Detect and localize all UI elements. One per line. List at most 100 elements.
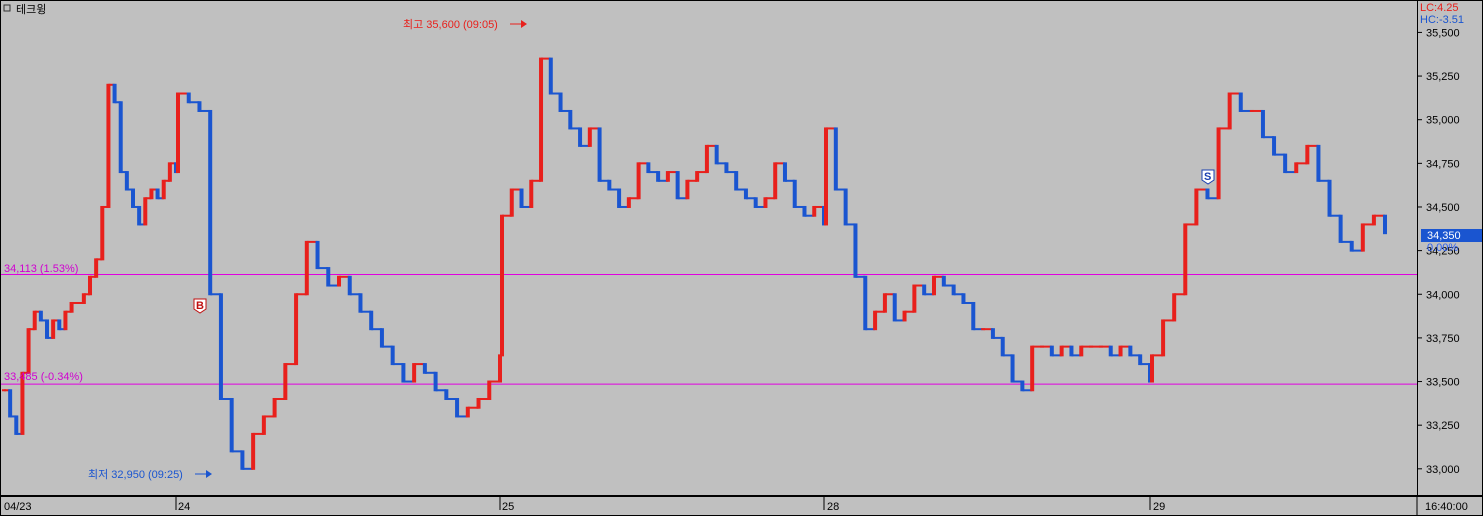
sell-marker-label: S (1204, 171, 1211, 183)
price-mark (548, 57, 553, 95)
price-mark (617, 188, 622, 208)
price-mark (315, 240, 320, 270)
price-mark (1327, 179, 1332, 217)
price-mark (1108, 345, 1113, 357)
price-mark (714, 144, 719, 165)
price-mark (45, 319, 49, 339)
price-mark (176, 92, 180, 174)
price-mark (763, 197, 768, 208)
price-mark (208, 109, 213, 296)
price-mark (812, 205, 817, 217)
price-mark (1338, 214, 1343, 243)
price-mark (1049, 345, 1054, 357)
x-tick-label: 29 (1153, 501, 1165, 513)
price-mark (106, 83, 111, 208)
sell-marker[interactable]: S (1201, 169, 1215, 185)
hc-label: HC:-3.51 (1420, 14, 1464, 26)
price-mark (863, 275, 868, 331)
price-mark (1161, 319, 1166, 357)
x-tick-label: 16:40:00 (1425, 501, 1468, 513)
price-mark (824, 127, 828, 226)
price-mark (990, 328, 995, 339)
buy-marker-label: B (196, 300, 204, 312)
price-mark (1272, 136, 1277, 156)
price-mark (112, 83, 117, 104)
price-mark (88, 275, 92, 296)
price-mark (390, 345, 395, 366)
price-mark (568, 109, 573, 130)
price-mark (38, 310, 43, 322)
price-mark (143, 197, 148, 226)
price-mark (509, 188, 514, 217)
y-tick-label: 33,000 (1426, 464, 1460, 476)
price-mark (14, 415, 19, 435)
price-mark (1260, 109, 1265, 139)
price-mark (1128, 345, 1133, 357)
price-mark (626, 197, 631, 208)
y-tick-label: 35,500 (1426, 27, 1460, 39)
price-mark (802, 205, 807, 217)
price-mark (971, 301, 976, 331)
price-mark (401, 363, 406, 383)
price-mark (902, 310, 907, 322)
plot-area (1, 1, 1417, 495)
y-tick-label: 33,500 (1426, 377, 1460, 389)
price-mark (326, 267, 331, 287)
y-tick-label: 35,250 (1426, 71, 1460, 83)
price-mark (283, 363, 288, 400)
price-mark (100, 205, 105, 261)
y-axis: 33,000 33,250 33,500 33,750 34,000 34,250 34,5… (1417, 27, 1460, 476)
price-mark (422, 363, 427, 374)
price-mark (833, 127, 838, 191)
price-mark (1000, 336, 1005, 357)
x-tick-label: 04/23 (4, 501, 32, 513)
price-mark (873, 310, 878, 331)
price-mark (358, 293, 363, 313)
price-mark (137, 205, 142, 226)
x-axis-labels: 04/23 24 25 28 29 16:40:00 (4, 501, 1468, 513)
price-mark (922, 284, 927, 296)
price-mark (773, 162, 778, 200)
price-mark (69, 301, 74, 313)
buy-marker[interactable]: B (193, 298, 207, 314)
price-mark (1150, 354, 1154, 383)
price-mark (197, 101, 202, 112)
price-mark (433, 371, 438, 392)
price-mark (20, 371, 25, 435)
x-tick-label: 28 (827, 501, 839, 513)
price-mark (892, 293, 897, 322)
price-mark (607, 179, 612, 191)
y-axis-panel (1418, 1, 1482, 495)
price-mark (487, 380, 492, 400)
price-mark (63, 310, 68, 331)
price-mark (675, 171, 680, 200)
window-menu-icon[interactable] (3, 4, 11, 12)
chart-title: 테크윙 (16, 3, 46, 16)
price-mark (1349, 240, 1354, 252)
price-mark (261, 415, 266, 435)
price-mark (379, 328, 384, 348)
price-mark (1371, 214, 1376, 226)
price-mark (251, 432, 256, 470)
x-axis-panel (1, 497, 1482, 515)
price-mark (519, 188, 524, 208)
price-mark (337, 275, 341, 287)
price-mark (1069, 345, 1074, 357)
price-mark (347, 275, 352, 296)
price-mark (272, 397, 277, 418)
min-arrow-head (206, 470, 212, 478)
price-mark (1172, 293, 1177, 322)
price-mark (1305, 144, 1310, 165)
price-mark (1010, 354, 1015, 383)
price-mark (792, 179, 797, 208)
price-mark (94, 258, 99, 278)
price-mark (498, 354, 502, 383)
y-tick-label: 34,250 (1426, 246, 1460, 258)
max-arrow-head (521, 20, 527, 28)
price-mark (304, 240, 309, 296)
price-mark (1183, 223, 1188, 296)
y-tick-label: 35,000 (1426, 115, 1460, 127)
price-mark (685, 179, 690, 200)
min-annotation: 최저 32,950 (09:25) (88, 468, 183, 481)
price-mark (843, 188, 848, 226)
